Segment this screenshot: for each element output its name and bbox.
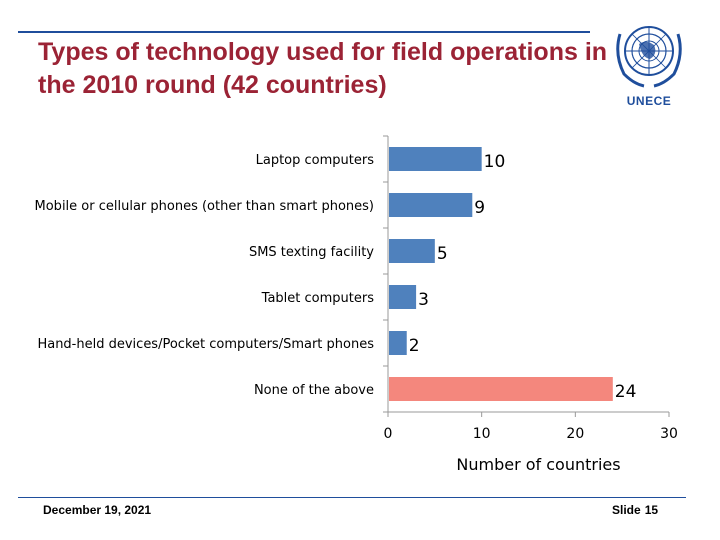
data-label: 2: [409, 336, 420, 356]
un-logo: UNECE: [606, 14, 692, 114]
category-label: Mobile or cellular phones (other than sm…: [35, 199, 374, 214]
category-label: Tablet computers: [261, 291, 375, 306]
bar: [389, 239, 435, 263]
category-label: None of the above: [254, 383, 374, 398]
x-tick-label: 10: [473, 426, 491, 442]
category-label: SMS texting facility: [249, 245, 374, 260]
data-label: 3: [418, 290, 429, 310]
data-label: 5: [437, 244, 448, 264]
slide-number: Slide 15: [612, 503, 658, 517]
bar: [389, 331, 407, 355]
x-tick-label: 20: [566, 426, 584, 442]
data-label: 9: [474, 198, 485, 218]
footer-rule: [18, 497, 686, 498]
x-axis-title: Number of countries: [456, 455, 620, 474]
slide-number-value: 15: [644, 503, 659, 517]
x-tick-label: 30: [660, 426, 678, 442]
header-rule: [18, 31, 590, 33]
category-label: Hand-held devices/Pocket computers/Smart…: [37, 337, 374, 352]
un-emblem-icon: [616, 26, 682, 88]
footer-date: December 19, 2021: [43, 503, 152, 517]
slide-label: Slide: [612, 503, 641, 517]
bar: [389, 193, 473, 217]
logo-text: UNECE: [626, 94, 672, 108]
slide-title: Types of technology used for field opera…: [38, 38, 608, 99]
data-label: 10: [484, 152, 506, 172]
bar: [389, 377, 613, 401]
data-label: 24: [615, 382, 637, 402]
bar: [389, 285, 417, 309]
bar: [389, 147, 482, 171]
x-tick-label: 0: [384, 426, 393, 442]
category-label: Laptop computers: [256, 153, 375, 168]
